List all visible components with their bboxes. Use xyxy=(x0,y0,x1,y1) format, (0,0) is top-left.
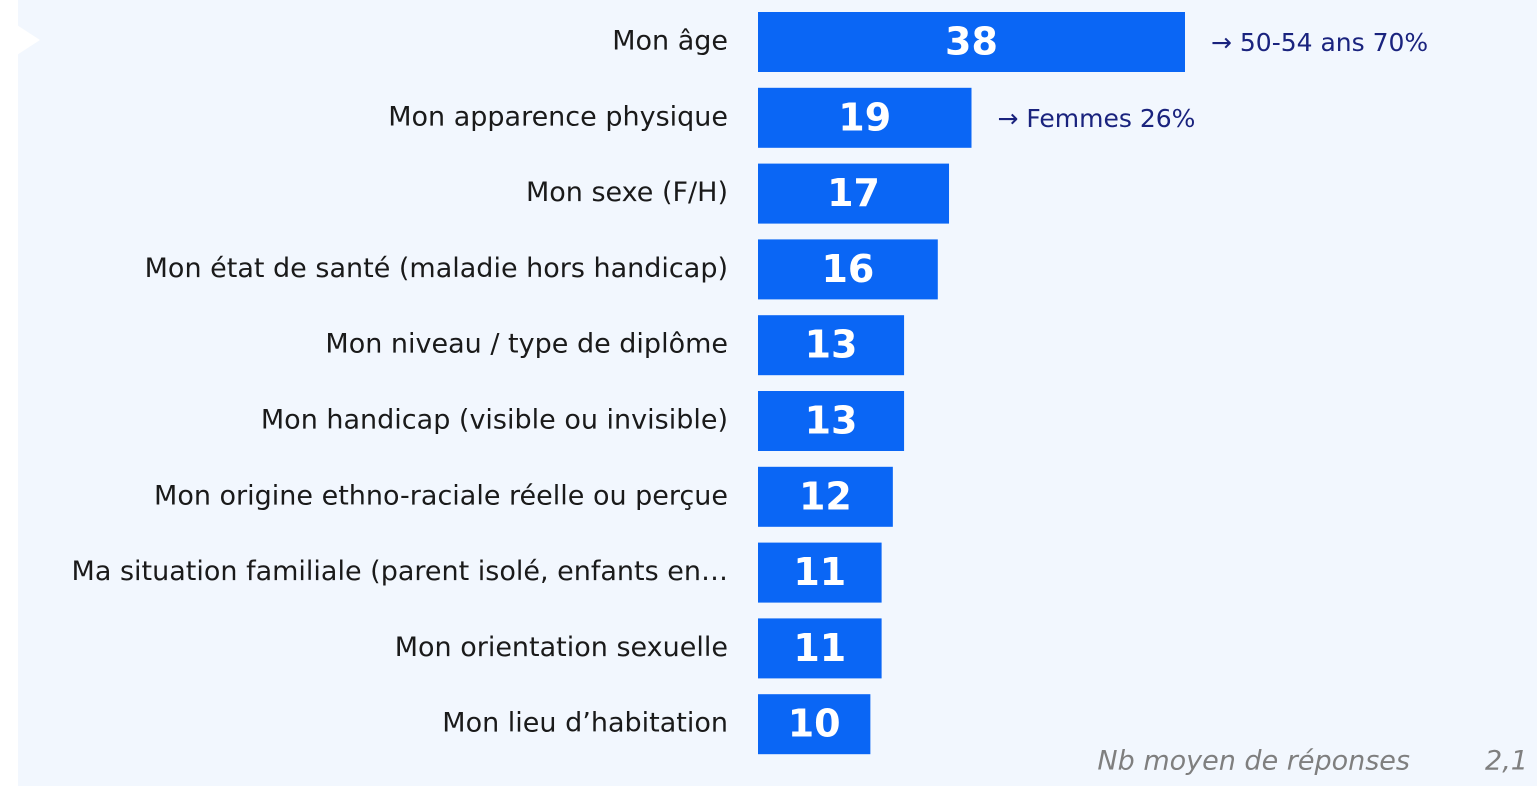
bar xyxy=(758,391,905,451)
bar xyxy=(758,163,950,224)
value-label: 13 xyxy=(805,399,858,443)
value-label: 12 xyxy=(799,474,852,518)
category-label: Mon sexe (F/H) xyxy=(526,177,728,208)
bar xyxy=(758,87,972,148)
bar xyxy=(758,466,893,527)
decoration xyxy=(0,14,40,66)
category-label: Mon orientation sexuelle xyxy=(395,632,728,663)
category-label: Mon niveau / type de diplôme xyxy=(325,329,728,360)
bar xyxy=(758,12,1185,72)
bar xyxy=(758,315,905,376)
value-label: 38 xyxy=(945,20,998,64)
value-label: 19 xyxy=(838,95,891,139)
value-label: 13 xyxy=(805,323,858,367)
bar xyxy=(758,694,871,755)
bar xyxy=(758,618,882,679)
value-label: 11 xyxy=(793,626,846,670)
category-label: Ma situation familiale (parent isolé, en… xyxy=(72,556,728,587)
annotation: → 50-54 ans 70% xyxy=(1211,28,1428,57)
category-label: Mon handicap (visible ou invisible) xyxy=(261,405,728,436)
annotation: → Femmes 26% xyxy=(998,104,1196,133)
bar xyxy=(758,542,882,603)
footer-value: 2,1 xyxy=(1485,746,1528,777)
value-label: 11 xyxy=(793,550,846,594)
category-label: Mon origine ethno-raciale réelle ou perç… xyxy=(154,480,728,511)
category-label: Mon état de santé (maladie hors handicap… xyxy=(145,253,728,284)
category-label: Mon apparence physique xyxy=(388,101,728,132)
value-label: 17 xyxy=(827,171,880,215)
value-label: 16 xyxy=(821,247,874,291)
value-label: 10 xyxy=(788,702,841,746)
footer-label: Nb moyen de réponses xyxy=(1097,746,1410,777)
bar xyxy=(758,239,938,300)
category-label: Mon lieu d’habitation xyxy=(442,708,728,739)
category-label: Mon âge xyxy=(612,26,728,57)
